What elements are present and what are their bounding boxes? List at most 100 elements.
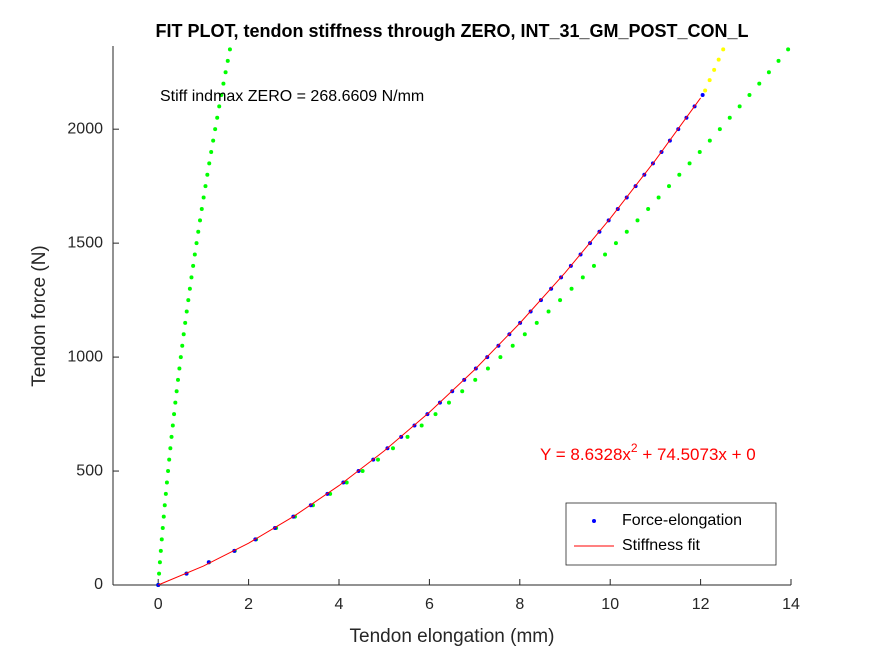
chart-title: FIT PLOT, tendon stiffness through ZERO,… xyxy=(155,21,748,41)
data-point xyxy=(164,480,169,485)
data-point xyxy=(534,320,539,325)
data-point xyxy=(591,263,596,268)
data-point xyxy=(213,127,218,132)
data-point xyxy=(707,138,712,143)
data-point xyxy=(201,195,206,200)
data-point xyxy=(175,377,180,382)
data-point xyxy=(360,469,365,474)
data-point xyxy=(766,70,771,75)
data-point xyxy=(646,206,651,211)
data-point xyxy=(376,457,381,462)
data-point xyxy=(473,377,478,382)
data-point xyxy=(225,58,230,63)
legend-label: Force-elongation xyxy=(622,512,742,529)
x-tick-label: 8 xyxy=(515,596,524,613)
data-point xyxy=(173,400,178,405)
data-point xyxy=(207,161,212,166)
data-point xyxy=(522,332,527,337)
data-point xyxy=(717,127,722,132)
fit-equation: Y = 8.6328x2 + 74.5073x + 0 xyxy=(540,441,756,464)
data-point xyxy=(162,503,167,508)
data-point xyxy=(181,332,186,337)
data-point xyxy=(194,241,199,246)
data-point xyxy=(786,47,791,52)
data-point xyxy=(390,446,395,451)
data-point xyxy=(485,366,490,371)
data-point xyxy=(703,88,708,93)
data-point xyxy=(196,229,201,234)
data-point xyxy=(158,548,163,553)
data-point xyxy=(166,469,171,474)
x-tick-label: 0 xyxy=(154,596,163,613)
data-point xyxy=(189,275,194,280)
data-point xyxy=(191,263,196,268)
data-point xyxy=(624,229,629,234)
x-tick-label: 14 xyxy=(782,596,800,613)
data-point xyxy=(776,58,781,63)
data-point xyxy=(205,172,210,177)
data-point xyxy=(198,218,203,223)
data-point xyxy=(721,47,726,52)
data-point xyxy=(510,343,515,348)
data-point xyxy=(737,104,742,109)
y-tick-label: 1500 xyxy=(67,234,103,251)
legend-swatch xyxy=(592,519,596,523)
data-point xyxy=(558,298,563,303)
data-point xyxy=(716,57,721,62)
data-point xyxy=(707,78,712,83)
y-tick-label: 2000 xyxy=(67,120,103,137)
equation-exponent: 2 xyxy=(631,441,638,455)
data-point xyxy=(687,161,692,166)
data-point xyxy=(186,298,191,303)
data-point xyxy=(172,412,177,417)
data-point xyxy=(446,400,451,405)
data-point xyxy=(697,149,702,154)
legend-label: Stiffness fit xyxy=(622,537,701,554)
data-point xyxy=(159,537,164,542)
data-point xyxy=(656,195,661,200)
data-point xyxy=(184,309,189,314)
data-point xyxy=(183,320,188,325)
x-tick-label: 12 xyxy=(692,596,710,613)
data-point xyxy=(219,93,224,97)
data-point xyxy=(157,571,162,576)
data-point xyxy=(635,218,640,223)
data-point xyxy=(177,366,182,371)
data-point xyxy=(227,47,232,52)
data-point xyxy=(157,560,162,565)
data-point xyxy=(221,81,226,86)
data-point xyxy=(498,355,503,360)
legend: Force-elongation Stiffness fit xyxy=(565,502,777,566)
x-tick-label: 4 xyxy=(335,596,344,613)
data-point xyxy=(569,286,574,291)
data-point xyxy=(178,355,183,360)
data-point xyxy=(163,491,168,496)
x-tick-label: 6 xyxy=(425,596,434,613)
y-tick-label: 500 xyxy=(76,462,103,479)
data-point xyxy=(700,93,705,97)
data-point xyxy=(419,423,424,428)
data-point xyxy=(712,67,717,72)
data-point xyxy=(433,412,438,417)
fit-line xyxy=(158,97,702,586)
data-point xyxy=(677,172,682,177)
data-point xyxy=(192,252,197,257)
data-point xyxy=(168,446,173,451)
data-point xyxy=(223,70,228,75)
equation-part: + 74.5073x + 0 xyxy=(638,445,756,464)
y-tick-label: 1000 xyxy=(67,348,103,365)
data-point xyxy=(209,149,214,154)
annotation: Stiff indmax ZERO = 268.6609 N/mm xyxy=(160,88,424,105)
data-point xyxy=(215,115,220,120)
data-point xyxy=(603,252,608,257)
equation-part: Y = 8.6328x xyxy=(540,445,631,464)
data-point xyxy=(460,389,465,394)
data-point xyxy=(727,115,732,120)
x-axis-label: Tendon elongation (mm) xyxy=(350,626,555,647)
data-point xyxy=(217,104,222,109)
data-point xyxy=(757,81,762,86)
data-point xyxy=(405,434,410,439)
data-point xyxy=(180,343,185,348)
data-point xyxy=(667,184,672,189)
